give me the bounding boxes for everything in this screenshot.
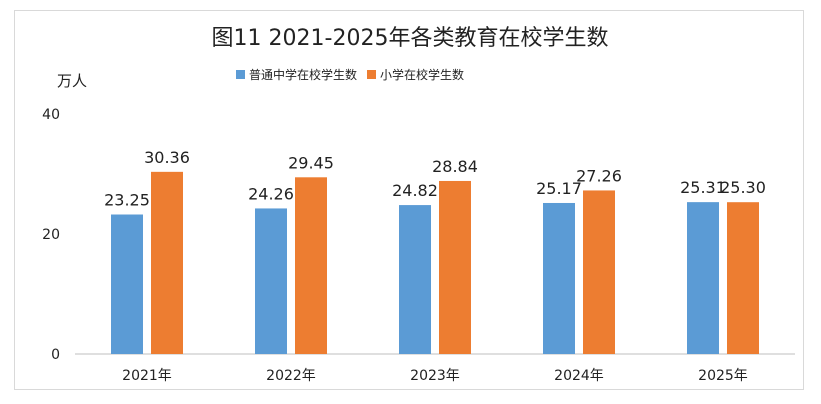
data-label-0-0: 23.25 [104,191,150,210]
bar-1-0 [151,171,183,354]
legend: 普通中学在校学生数 小学在校学生数 [236,67,464,82]
y-tick-label-2: 40 [42,107,60,123]
x-tick-label-1: 2022年 [266,368,316,384]
legend-label-1: 小学在校学生数 [380,67,464,82]
data-label-0-1: 24.26 [248,184,294,203]
y-tick-label-0: 0 [51,347,60,363]
y-axis-unit: 万人 [57,72,87,90]
bars [111,171,759,354]
bar-1-4 [727,202,759,354]
y-tick-label-1: 20 [42,227,60,243]
bar-1-1 [295,177,327,354]
legend-label-0: 普通中学在校学生数 [249,67,357,82]
x-tick-label-2: 2023年 [410,368,460,384]
data-label-1-1: 29.45 [288,153,334,172]
bar-1-2 [439,180,471,354]
data-label-0-2: 24.82 [392,181,438,200]
data-label-0-3: 25.17 [536,179,582,198]
x-tick-label-3: 2024年 [554,368,604,384]
data-label-1-3: 27.26 [576,166,622,185]
x-tick-label-0: 2021年 [122,368,172,384]
bar-0-4 [687,202,719,354]
bar-0-2 [399,205,431,354]
bar-0-1 [255,208,287,354]
data-label-1-2: 28.84 [432,157,478,176]
data-label-0-4: 25.31 [680,178,726,197]
data-label-1-0: 30.36 [144,148,190,167]
bar-0-0 [111,214,143,354]
legend-swatch-0 [236,70,245,79]
chart-title: 图11 2021-2025年各类教育在校学生数 [212,26,609,51]
data-label-1-4: 25.30 [720,178,766,197]
bar-1-3 [583,190,615,354]
legend-swatch-1 [367,70,376,79]
axes: 0 20 40 2021年 2022年 2023年 2024年 2025年 [42,107,795,384]
data-labels: 23.25 30.36 24.26 29.45 24.82 28.84 25.1727.26… [104,148,766,210]
x-tick-label-4: 2025年 [698,368,748,384]
bar-0-3 [543,202,575,354]
